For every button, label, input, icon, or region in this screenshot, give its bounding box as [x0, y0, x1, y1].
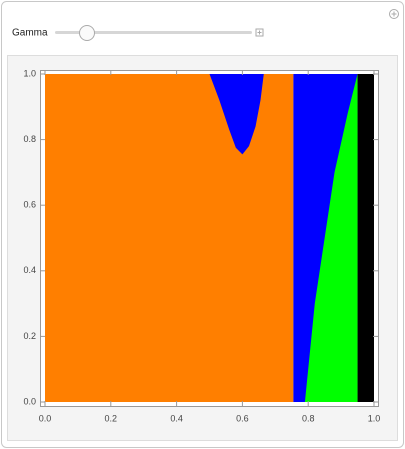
x-tick-label: 0.2: [105, 413, 118, 423]
x-tick-label: 1.0: [368, 413, 381, 423]
y-tick-label: 0.0: [23, 396, 36, 406]
region: [304, 74, 358, 402]
y-tick-label: 0.4: [23, 265, 36, 275]
y-tick-label: 0.8: [23, 134, 36, 144]
region: [209, 74, 264, 155]
plot-frame: [40, 70, 379, 407]
region: [357, 74, 374, 402]
y-tick-label: 0.6: [23, 200, 36, 210]
x-tick-label: 0.0: [39, 413, 52, 423]
x-tick-label: 0.4: [170, 413, 183, 423]
slider-label: Gamma: [12, 28, 48, 39]
x-tick-label: 0.8: [302, 413, 315, 423]
y-tick-label: 1.0: [23, 68, 36, 78]
plot: [45, 74, 374, 402]
region: [45, 74, 294, 402]
y-tick-label: 0.2: [23, 331, 36, 341]
slider-thumb[interactable]: [79, 25, 95, 41]
x-tick-label: 0.6: [236, 413, 249, 423]
slider-track[interactable]: [55, 31, 252, 34]
